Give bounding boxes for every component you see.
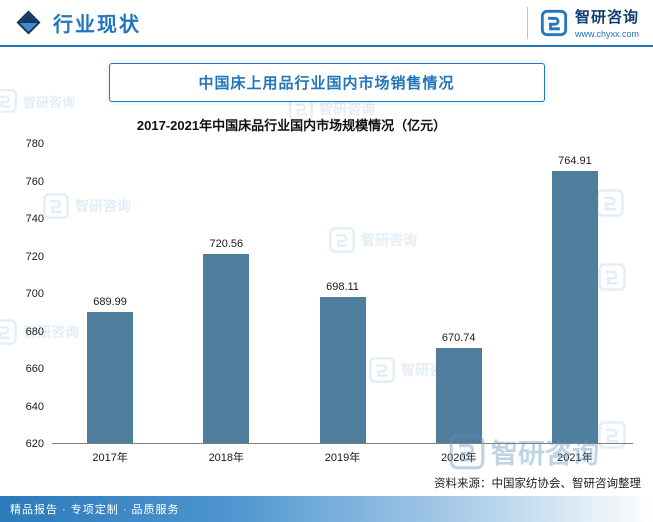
section-title: 行业现状: [53, 14, 141, 36]
diamond-icon: [16, 10, 41, 35]
x-axis-tick-label: 2020年: [440, 452, 477, 464]
title-banner: 中国床上用品行业国内市场销售情况: [108, 63, 545, 102]
x-axis-tick-label: 2021年: [557, 452, 593, 464]
x-axis-tick-label: 2017年: [92, 452, 128, 464]
bar-value-label: 670.74: [441, 331, 476, 344]
brand-text-block: 智研咨询 www.chyxx.com: [575, 6, 639, 39]
bars-container: 689.99 720.56 698.11 670.74 764.91: [52, 144, 633, 444]
y-axis-tick-label: 640: [25, 400, 44, 413]
bar-value-label: 698.11: [326, 280, 359, 293]
header-divider: [526, 6, 528, 39]
banner-title: 中国床上用品行业国内市场销售情况: [198, 75, 455, 92]
y-axis-tick-label: 700: [25, 288, 44, 300]
bar: [435, 347, 482, 443]
y-axis-tick-label: 780: [25, 138, 44, 150]
bar: [203, 254, 250, 443]
brand-logo-icon: [0, 88, 18, 114]
bar-value-label: 720.56: [209, 238, 244, 251]
x-axis-tick-label: 2019年: [324, 452, 361, 464]
y-axis-tick-label: 660: [25, 363, 44, 375]
plot-right: 689.99 720.56 698.11 670.74 764.91 2017年 2018…: [52, 144, 633, 465]
y-axis-tick-label: 740: [25, 213, 44, 225]
x-axis-tick-label: 2018年: [208, 452, 245, 464]
bar: [551, 171, 598, 443]
bar: [319, 296, 366, 443]
bar-slot: 720.56: [168, 238, 284, 443]
x-axis: 2017年 2018年 2019年 2020年 2021年: [52, 444, 633, 465]
bar-value-label: 764.91: [558, 155, 592, 168]
y-axis-tick-label: 720: [25, 250, 44, 263]
chart-title: 2017-2021年中国床品行业国内市场规模情况（亿元）: [136, 118, 447, 133]
bar: [87, 311, 134, 443]
source-note: 资料来源：中国家纺协会、智研咨询整理: [434, 478, 641, 490]
bar-slot: 689.99: [52, 296, 168, 443]
brand-logo-icon: [540, 9, 568, 37]
footer-services: 精品报告 · 专项定制 · 品质服务: [10, 504, 180, 516]
header-brand: 智研咨询 www.chyxx.com: [526, 6, 639, 39]
bar-value-label: 689.99: [93, 295, 127, 308]
watermark-text: 智研咨询: [23, 94, 76, 110]
y-axis-tick-label: 620: [25, 438, 44, 450]
bar-slot: 670.74: [401, 332, 517, 443]
y-axis-tick-label: 680: [25, 325, 44, 338]
brand-name: 智研咨询: [574, 9, 639, 26]
plot-area: 780 760 740 720 700 680 660 640 620 689.99 720.56…: [16, 138, 633, 465]
bar-slot: 764.91: [517, 155, 633, 443]
y-axis-tick-label: 760: [25, 175, 44, 188]
brand-url-link[interactable]: www.chyxx.com: [574, 29, 639, 39]
header: 行业现状 智研咨询 www.chyxx.com: [0, 0, 653, 47]
header-left: 行业现状: [16, 8, 141, 37]
footer-bar: 精品报告 · 专项定制 · 品质服务: [0, 496, 653, 522]
watermark: 智研咨询: [0, 88, 75, 114]
bar-chart: 2017-2021年中国床品行业国内市场规模情况（亿元） 780 760 740 72…: [0, 115, 653, 465]
y-axis: 780 760 740 720 700 680 660 640 620: [16, 138, 52, 450]
bar-slot: 698.11: [284, 281, 400, 443]
